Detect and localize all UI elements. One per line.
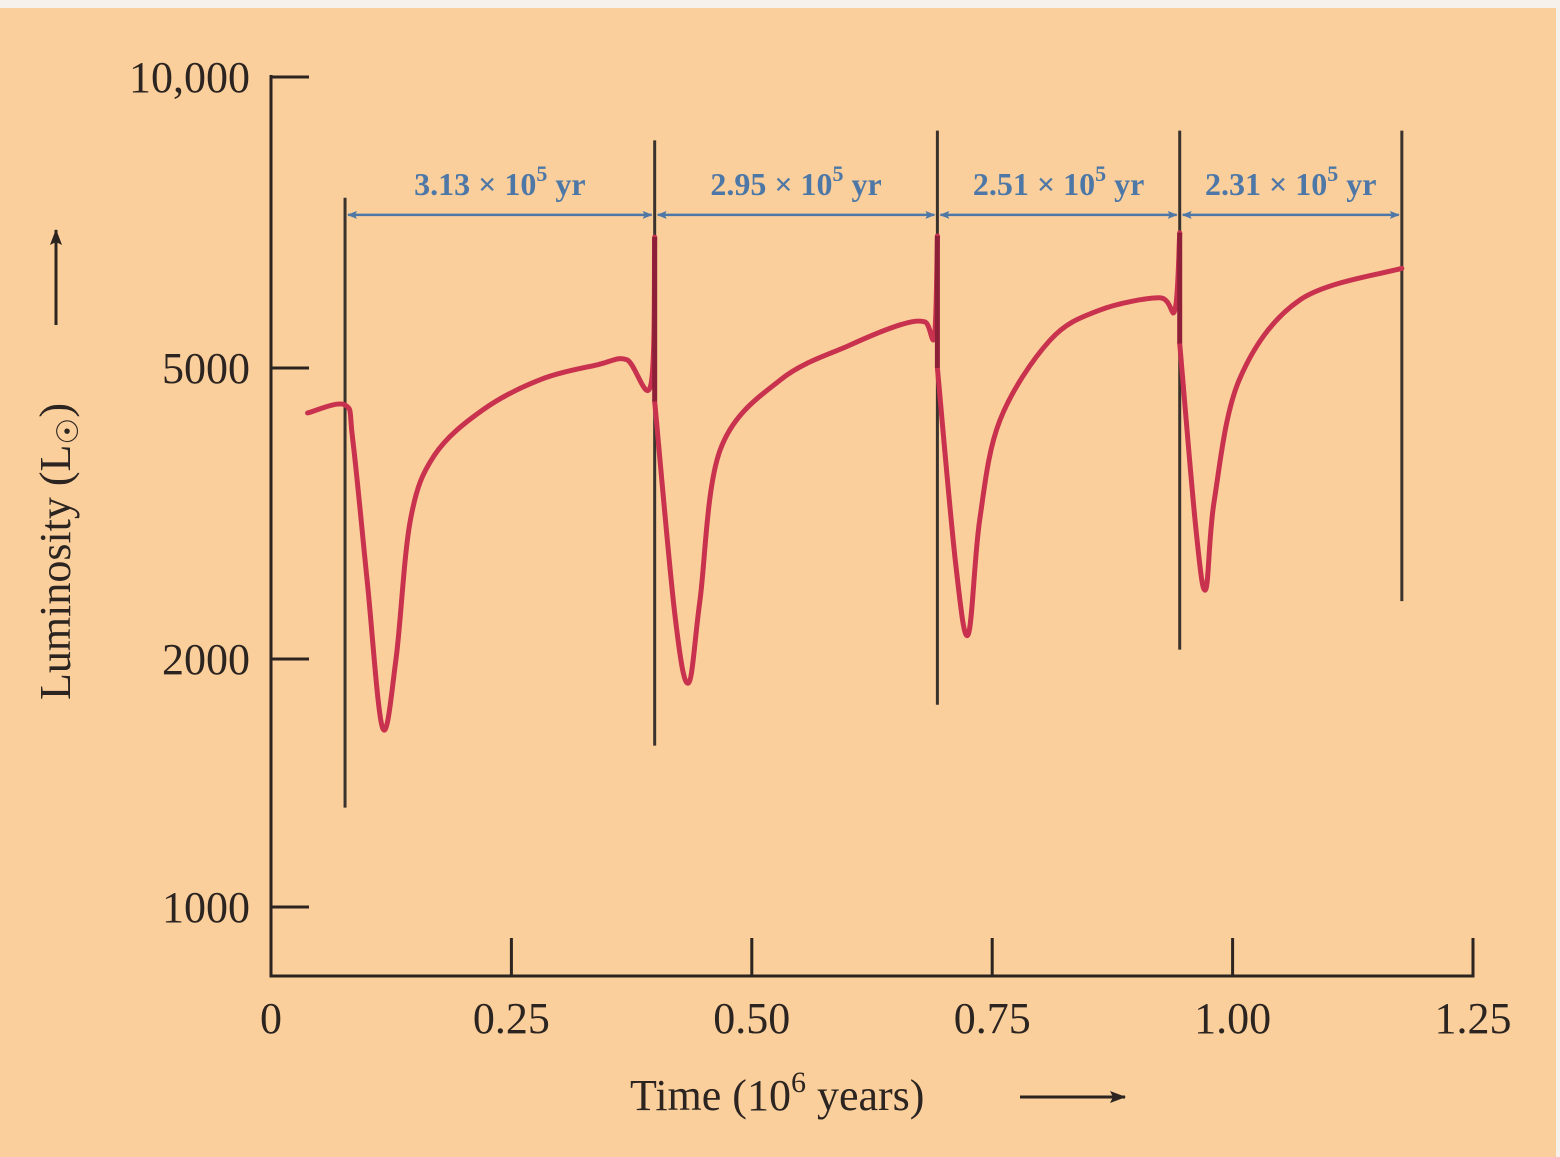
luminosity-curve-segment [652, 233, 940, 686]
x-tick-label: 0.75 [954, 994, 1031, 1043]
x-tick-label: 0 [260, 994, 282, 1043]
y-tick-label: 10,000 [129, 53, 250, 102]
luminosity-curve-segment [934, 230, 1183, 639]
luminosity-curve-segment [1177, 265, 1405, 593]
y-tick-label: 1000 [162, 883, 250, 932]
axis-labels: Time (106 years) Luminosity (L☉) [31, 229, 1126, 1120]
x-tick-label: 1.25 [1435, 994, 1512, 1043]
luminosity-curve-segment [305, 234, 658, 733]
x-axis-title: Time (106 years) [630, 1066, 924, 1120]
x-tick-label: 0.50 [713, 994, 790, 1043]
axes: 1000 2000 5000 10,000 0 0.25 0.50 0.75 1.00 1.25 [129, 53, 1512, 1043]
y-axis-title: Luminosity (L☉) [31, 403, 85, 700]
interval-dividers [343, 130, 1404, 808]
interval-label: 2.95 × 105 yr [710, 161, 881, 202]
x-tick-label: 1.00 [1194, 994, 1271, 1043]
y-tick-label: 5000 [162, 344, 250, 393]
interval-label: 2.51 × 105 yr [973, 161, 1144, 202]
interval-annotations: 3.13 × 105 yr 2.95 × 105 yr 2.51 × 105 yr 2… [347, 161, 1400, 219]
y-tick-label: 2000 [162, 635, 250, 684]
chart-background: 1000 2000 5000 10,000 0 0.25 0.50 0.75 1.00 1.25 … [0, 8, 1556, 1157]
interval-label: 3.13 × 105 yr [414, 161, 585, 202]
interval-label: 2.31 × 105 yr [1205, 161, 1376, 202]
luminosity-curve [305, 230, 1405, 733]
x-tick-label: 0.25 [473, 994, 550, 1043]
